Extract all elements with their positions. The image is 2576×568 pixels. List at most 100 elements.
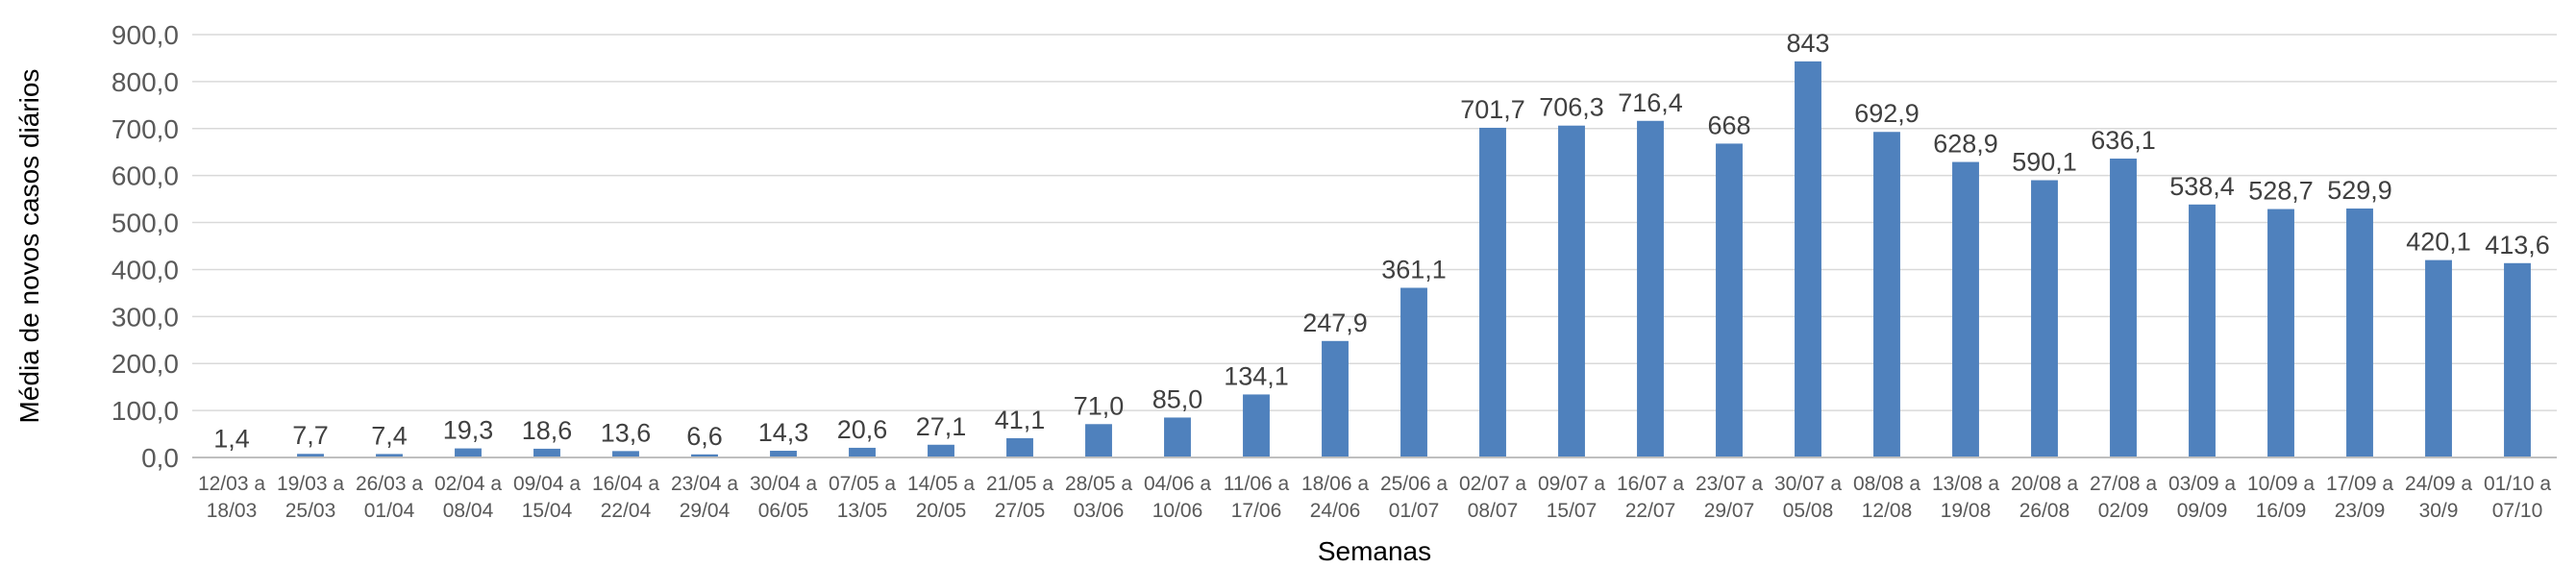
- y-tick-label: 200,0: [111, 349, 179, 379]
- x-tick-label: 30/07 a: [1774, 473, 1842, 495]
- x-axis-categories: 12/03 a 18/03 19/03 a 25/03 26/03 a 01/04 02/0…: [198, 473, 2551, 522]
- data-label: 716,4: [1618, 88, 1683, 117]
- x-tick-label: 30/9: [2419, 500, 2459, 522]
- x-tick-label: 24/06: [1310, 500, 1361, 522]
- y-tick-label: 900,0: [111, 20, 179, 50]
- x-tick-label: 12/08: [1862, 500, 1913, 522]
- data-label: 668: [1707, 111, 1750, 139]
- data-label: 85,0: [1152, 384, 1203, 413]
- bar: [1716, 143, 1743, 457]
- bar: [2267, 209, 2294, 457]
- x-tick-label: 23/04 a: [671, 473, 738, 495]
- bar: [376, 454, 403, 457]
- x-tick-label: 21/05 a: [986, 473, 1053, 495]
- x-tick-label: 02/07 a: [1459, 473, 1526, 495]
- x-tick-label: 23/07 a: [1696, 473, 1763, 495]
- bar: [2346, 208, 2373, 457]
- y-tick-label: 500,0: [111, 209, 179, 238]
- data-label: 247,9: [1302, 309, 1368, 337]
- bar: [770, 451, 797, 457]
- x-tick-label: 18/06 a: [1301, 473, 1369, 495]
- bar: [849, 447, 876, 457]
- x-tick-label: 01/04: [364, 500, 415, 522]
- bar: [2110, 159, 2137, 458]
- x-tick-label: 04/06 a: [1144, 473, 1211, 495]
- x-tick-label: 09/09: [2177, 500, 2228, 522]
- x-tick-label: 16/07 a: [1617, 473, 1684, 495]
- data-label: 71,0: [1074, 391, 1125, 420]
- x-tick-label: 17/06: [1231, 500, 1282, 522]
- x-tick-label: 29/04: [680, 500, 731, 522]
- x-tick-label: 28/05 a: [1065, 473, 1132, 495]
- bar: [1085, 424, 1112, 457]
- y-tick-label: 300,0: [111, 302, 179, 332]
- x-tick-label: 01/10 a: [2484, 473, 2551, 495]
- x-tick-label: 26/08: [2019, 500, 2070, 522]
- bar: [1637, 120, 1664, 457]
- y-tick-label: 700,0: [111, 114, 179, 144]
- x-tick-label: 09/07 a: [1538, 473, 1605, 495]
- x-tick-label: 06/05: [758, 500, 809, 522]
- data-label: 20,6: [837, 415, 888, 444]
- x-tick-label: 08/04: [443, 500, 494, 522]
- bars: [218, 61, 2531, 458]
- bar: [1479, 127, 1506, 458]
- bar: [533, 448, 560, 457]
- x-tick-label: 01/07: [1389, 500, 1440, 522]
- bar: [1400, 287, 1427, 457]
- data-label: 7,7: [292, 421, 329, 450]
- bar: [2425, 259, 2452, 457]
- x-tick-label: 08/08 a: [1853, 473, 1920, 495]
- x-tick-label: 19/08: [1941, 500, 1992, 522]
- bar: [297, 454, 324, 457]
- x-tick-label: 07/05 a: [829, 473, 896, 495]
- x-tick-label: 09/04 a: [513, 473, 581, 495]
- data-label: 538,4: [2169, 172, 2235, 201]
- x-tick-label: 19/03 a: [277, 473, 344, 495]
- x-tick-label: 26/03 a: [356, 473, 423, 495]
- x-tick-label: 02/09: [2098, 500, 2149, 522]
- data-label: 590,1: [2012, 148, 2077, 177]
- data-label: 420,1: [2406, 228, 2471, 257]
- data-label: 18,6: [522, 416, 573, 445]
- data-label: 13,6: [601, 418, 652, 447]
- data-label: 413,6: [2485, 231, 2550, 259]
- x-tick-label: 27/08 a: [2090, 473, 2157, 495]
- x-tick-label: 16/09: [2256, 500, 2307, 522]
- data-label: 529,9: [2327, 176, 2392, 205]
- x-tick-label: 22/07: [1625, 500, 1676, 522]
- y-axis-title: Média de novos casos diários: [14, 69, 44, 424]
- data-label: 41,1: [995, 406, 1046, 434]
- x-tick-label: 13/05: [837, 500, 888, 522]
- data-label: 6,6: [686, 422, 723, 451]
- y-tick-label: 600,0: [111, 161, 179, 191]
- data-label: 361,1: [1381, 255, 1447, 284]
- x-tick-label: 03/06: [1074, 500, 1125, 522]
- bar: [1952, 161, 1979, 457]
- x-tick-label: 22/04: [601, 500, 652, 522]
- bar: [1873, 132, 1900, 457]
- data-label: 14,3: [758, 418, 809, 447]
- x-tick-label: 10/06: [1152, 500, 1203, 522]
- bar: [1558, 125, 1585, 457]
- x-tick-label: 29/07: [1704, 500, 1755, 522]
- data-label: 7,4: [371, 421, 408, 450]
- x-tick-label: 05/08: [1783, 500, 1834, 522]
- x-tick-label: 27/05: [995, 500, 1046, 522]
- data-label: 706,3: [1539, 93, 1604, 122]
- bar: [612, 451, 639, 457]
- bar: [1164, 417, 1191, 457]
- x-axis-title: Semanas: [1318, 536, 1431, 566]
- x-tick-label: 30/04 a: [750, 473, 817, 495]
- bar: [691, 454, 718, 457]
- gridlines: [192, 34, 2557, 411]
- x-tick-label: 23/09: [2335, 500, 2386, 522]
- bar: [2031, 180, 2058, 458]
- bar: [1322, 340, 1349, 457]
- data-label: 843: [1786, 29, 1829, 58]
- data-label: 636,1: [2091, 126, 2156, 155]
- x-tick-label: 11/06 a: [1224, 473, 1290, 495]
- x-tick-label: 24/09 a: [2405, 473, 2472, 495]
